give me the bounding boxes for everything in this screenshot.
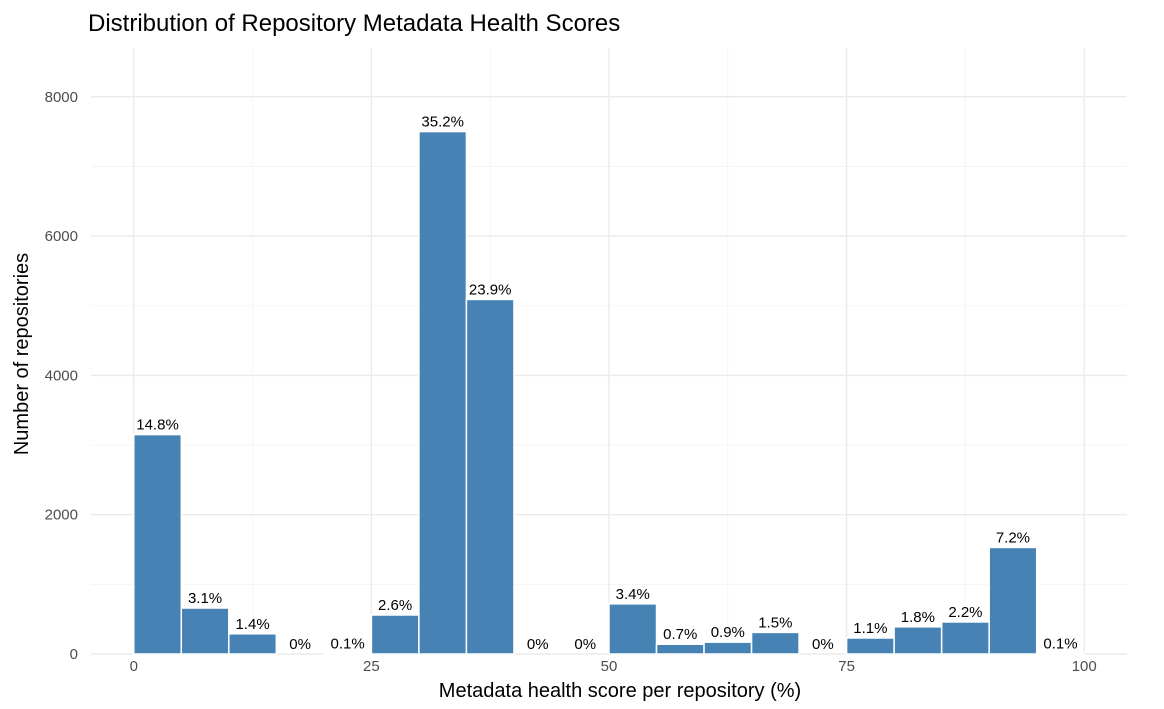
bar-percent-label: 23.9% bbox=[469, 281, 512, 298]
bar-percent-label: 1.1% bbox=[853, 620, 887, 637]
x-tick-label: 25 bbox=[363, 658, 380, 675]
bar-percent-label: 2.6% bbox=[378, 597, 412, 614]
histogram-bar bbox=[133, 433, 183, 655]
bar-percent-label: 2.2% bbox=[948, 604, 982, 621]
histogram-bar bbox=[988, 546, 1038, 655]
bar-percent-label: 0.7% bbox=[663, 626, 697, 643]
y-tick-label: 0 bbox=[70, 646, 78, 663]
y-axis-label: Number of repositories bbox=[11, 253, 33, 455]
histogram-bar bbox=[180, 607, 230, 655]
bar-percent-label: 3.1% bbox=[188, 590, 222, 607]
y-tick-label: 4000 bbox=[45, 367, 78, 384]
bar-percent-label: 0.9% bbox=[711, 624, 745, 641]
bar-percent-label: 0.1% bbox=[331, 635, 365, 652]
histogram-bar bbox=[940, 621, 990, 655]
x-tick-label: 0 bbox=[130, 658, 138, 675]
grid bbox=[91, 48, 1127, 655]
bar-labels: 14.8% 3.1% 1.4% 0% 0.1% 2.6% 35.2% 23.9% 0% 0% 3.4… bbox=[136, 114, 1077, 653]
histogram-bar bbox=[370, 614, 420, 655]
x-tick-label: 100 bbox=[1072, 658, 1097, 675]
bar-percent-label: 1.8% bbox=[901, 609, 935, 626]
bar-percent-label: 0.1% bbox=[1043, 635, 1077, 652]
histogram-bar bbox=[750, 631, 800, 655]
bar-percent-label: 0% bbox=[527, 636, 549, 653]
histogram-bar bbox=[893, 626, 943, 655]
y-tick-label: 6000 bbox=[45, 228, 78, 245]
bar-percent-label: 0% bbox=[289, 636, 311, 653]
histogram-bar bbox=[465, 298, 515, 655]
histogram-bar bbox=[1035, 652, 1085, 655]
bars bbox=[133, 130, 1085, 655]
histogram-bar bbox=[845, 637, 895, 655]
x-tick-label: 50 bbox=[601, 658, 618, 675]
bar-percent-label: 1.4% bbox=[235, 616, 269, 633]
x-tick-label: 75 bbox=[838, 658, 855, 675]
x-axis-ticks: 0 25 50 75 100 bbox=[130, 658, 1097, 675]
bar-percent-label: 14.8% bbox=[136, 417, 179, 434]
bar-percent-label: 7.2% bbox=[996, 529, 1030, 546]
y-tick-label: 8000 bbox=[45, 89, 78, 106]
bar-percent-label: 0% bbox=[812, 636, 834, 653]
histogram-bar bbox=[228, 633, 278, 655]
y-tick-label: 2000 bbox=[45, 507, 78, 524]
histogram-bar bbox=[323, 652, 373, 655]
bar-percent-label: 3.4% bbox=[616, 586, 650, 603]
histogram-bar bbox=[703, 641, 753, 655]
x-axis-label: Metadata health score per repository (%) bbox=[439, 680, 801, 702]
chart-title: Distribution of Repository Metadata Heal… bbox=[88, 10, 620, 37]
histogram-bar bbox=[418, 130, 468, 655]
bar-percent-label: 0% bbox=[574, 636, 596, 653]
bar-percent-label: 35.2% bbox=[421, 114, 464, 131]
bar-percent-label: 1.5% bbox=[758, 614, 792, 631]
y-axis-ticks: 0 2000 4000 6000 8000 bbox=[45, 89, 78, 663]
histogram-bar bbox=[608, 603, 658, 655]
histogram-bar bbox=[655, 643, 705, 655]
